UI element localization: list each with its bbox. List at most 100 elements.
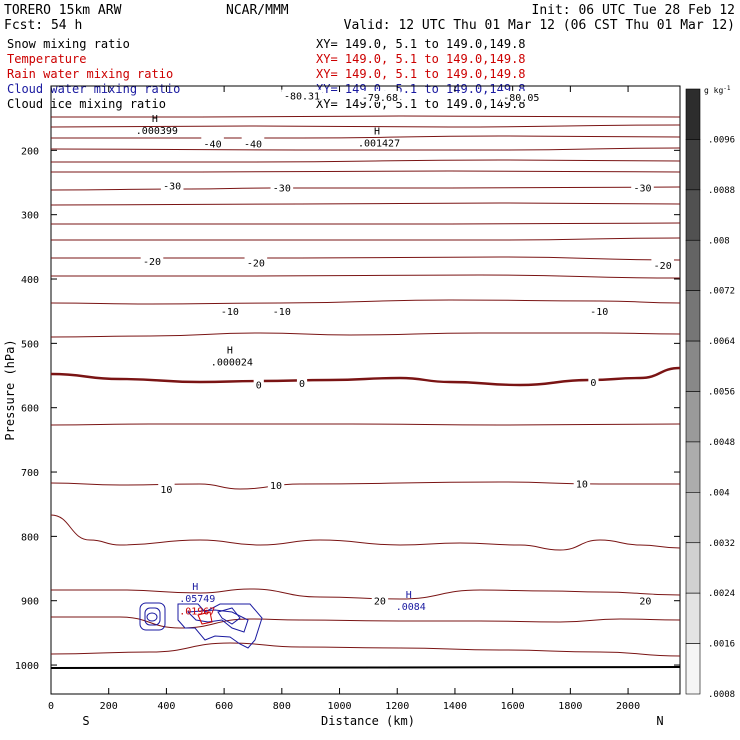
init-time: Init: 06 UTC Tue 28 Feb 12	[532, 3, 736, 18]
isotherm	[50, 124, 681, 128]
isotherm	[50, 186, 681, 191]
colorbar-swatch	[685, 643, 701, 695]
colorbar-tick-label: .0096	[708, 135, 735, 145]
legend-cloud-ice: Cloud ice mixing ratio	[7, 97, 166, 111]
contour-labels: -80.31 -79.68 -80.05 -40 -40 -30 -30 -30 -20 -20 -…	[136, 89, 674, 617]
x-tick-label: 2000	[616, 701, 640, 712]
isotherm	[50, 202, 681, 206]
temperature-contours	[50, 115, 681, 669]
colorbar-swatch	[685, 340, 701, 392]
contour-label: -79.68	[362, 93, 398, 104]
contour-label: 20	[374, 597, 386, 608]
isotherm	[50, 514, 681, 551]
contour-label-bg	[651, 258, 674, 270]
colorbar-tick-label: .0032	[708, 539, 735, 549]
contour-label-bg	[500, 90, 542, 102]
colorbar-unit-exponent: -1	[723, 85, 731, 92]
x-tick-label: 200	[100, 701, 118, 712]
contour-label-bg	[270, 305, 294, 317]
x-tick-label: 1200	[385, 701, 409, 712]
y-axis-title: Pressure (hPa)	[3, 339, 17, 440]
xy-temperature: XY= 149.0, 5.1 to 149.0,149.8	[316, 37, 526, 51]
isotherm	[51, 115, 681, 118]
extremum-value: .05749	[179, 594, 215, 605]
contour-label-bg	[587, 305, 611, 317]
x-tick-label: 800	[273, 701, 291, 712]
y-tick-label: 400	[21, 275, 39, 286]
colorbar-swatch	[685, 88, 701, 140]
y-tick-label: 500	[21, 339, 39, 350]
contour-label: 0	[256, 381, 262, 392]
legend-snow: Snow mixing ratio	[7, 37, 130, 51]
legend-cloud-water: Cloud water mixing ratio	[7, 82, 180, 96]
x-tick-label: 1600	[501, 701, 525, 712]
contour-label-bg	[359, 90, 401, 102]
xy-snow: XY= 149.0, 5.1 to 149.0,149.8	[316, 97, 526, 111]
isotherm-zero	[50, 366, 681, 387]
isotherm	[51, 222, 681, 225]
colorbar: .0096 .0088 .008 .0072 .0064 .0056 .0048 .004 .0…	[685, 88, 735, 700]
y-tick-label: 700	[21, 468, 39, 479]
isotherm	[51, 616, 681, 629]
contour-label: 0	[299, 379, 305, 390]
x-tick-label: 1000	[327, 701, 351, 712]
extremum-value: .01967	[179, 606, 215, 617]
contour-label: 10	[576, 480, 588, 491]
contour-label-bg	[160, 179, 184, 191]
cloud-contours	[139, 602, 263, 649]
x-tick-label: 600	[215, 701, 233, 712]
x-tick-label: 400	[157, 701, 175, 712]
isotherm	[50, 170, 681, 173]
extremum-value: .001427	[358, 139, 400, 150]
colorbar-swatch	[685, 592, 701, 644]
y-tick-label: 600	[21, 404, 39, 415]
model-title: TORERO 15km ARW	[4, 3, 122, 18]
isotherm	[51, 588, 681, 600]
isotherm	[50, 642, 681, 657]
cloud-contour	[144, 607, 161, 626]
isotherm	[50, 299, 681, 305]
y-tick-label: 300	[21, 211, 39, 222]
xy-cloud-water: XY= 149.0, 5.1 to 149.0,149.8	[316, 67, 526, 81]
colorbar-tick-label: .0024	[708, 589, 735, 599]
legend-temperature: Temperature	[7, 52, 86, 66]
x-tick-label: 1800	[558, 701, 582, 712]
rain-contour	[197, 611, 213, 625]
contour-label-bg	[270, 181, 294, 193]
colorbar-swatch	[685, 139, 701, 191]
x-axis-left-end: S	[82, 714, 89, 728]
isotherm	[51, 135, 681, 139]
colorbar-swatch	[685, 290, 701, 342]
extremum-value: .000399	[136, 126, 178, 137]
isotherm	[51, 159, 681, 163]
contour-label: -20	[654, 261, 672, 272]
cloud-contour	[146, 612, 158, 622]
contour-label: -10	[273, 307, 291, 318]
xy-cloud-ice: XY= 149.0, 5.1 to 149.0,149.8	[316, 82, 526, 96]
cloud-contour	[217, 607, 241, 625]
center-label: NCAR/MMM	[226, 3, 289, 18]
surface-line	[50, 665, 681, 669]
valid-time: Valid: 12 UTC Thu 01 Mar 12 (06 CST Thu …	[344, 18, 735, 33]
colorbar-swatch	[685, 542, 701, 594]
isotherm	[51, 237, 681, 241]
contour-label: 10	[270, 481, 282, 492]
colorbar-tick-label: .0088	[708, 186, 735, 196]
cloud-contour	[139, 602, 166, 631]
colorbar-swatch	[685, 492, 701, 544]
contour-label: -30	[163, 182, 181, 193]
contour-label: 10	[160, 485, 172, 496]
contour-label: 0	[590, 378, 596, 389]
extremum-marker: H	[406, 590, 412, 601]
colorbar-tick-label: .008	[708, 236, 730, 246]
contour-label: -20	[143, 257, 161, 268]
colorbar-tick-label: .0016	[708, 640, 735, 650]
colorbar-swatch	[685, 239, 701, 291]
contour-label: -40	[244, 139, 262, 150]
contour-label: -10	[590, 307, 608, 318]
xy-rain: XY= 149.0, 5.1 to 149.0,149.8	[316, 52, 526, 66]
cloud-contour	[186, 609, 249, 633]
contour-label-bg	[631, 181, 654, 193]
extremum-marker: H	[374, 127, 380, 138]
